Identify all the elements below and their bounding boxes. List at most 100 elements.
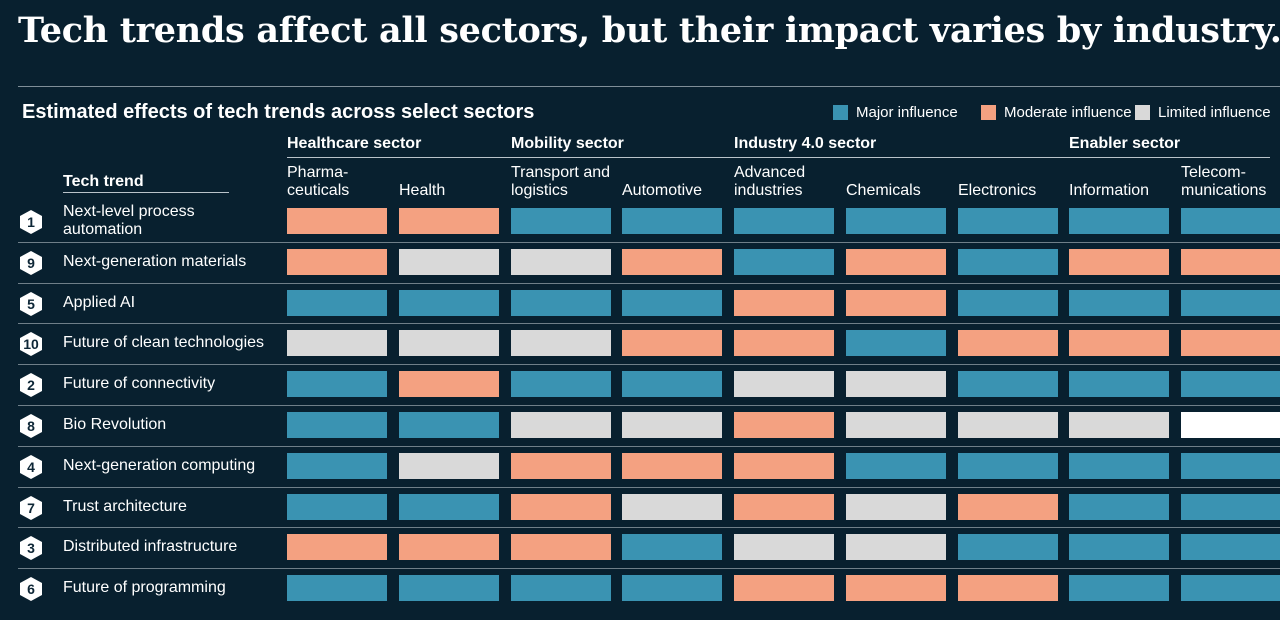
column-header-telecom-munications: Telecom-munications (1181, 164, 1267, 199)
cell-major (287, 494, 387, 520)
column-header-health: Health (399, 182, 446, 199)
trend-number: 1 (27, 214, 35, 230)
cell-major (399, 575, 499, 601)
trend-number: 3 (27, 540, 35, 556)
cell-limited (734, 534, 834, 560)
cell-major (1069, 534, 1169, 560)
trend-number-badge: 3 (18, 535, 44, 561)
limited-swatch (1135, 105, 1150, 120)
sector-enabler-sector: Enabler sector (1069, 135, 1181, 152)
cell-major (846, 453, 946, 479)
cell-limited (399, 453, 499, 479)
cell-moderate (287, 534, 387, 560)
cell-major (511, 371, 611, 397)
trend-number: 2 (27, 377, 35, 393)
sector-industry-4-0-sector: Industry 4.0 sector (734, 135, 877, 152)
trend-number: 8 (27, 418, 35, 434)
column-header-pharma-ceuticals: Pharma-ceuticals (287, 164, 350, 199)
legend-major-label: Major influence (856, 104, 958, 121)
cell-major (511, 290, 611, 316)
trend-label-future-of-connectivity: Future of connectivity (63, 375, 216, 392)
top-divider (18, 86, 1280, 87)
cell-major (958, 290, 1058, 316)
cell-limited (399, 330, 499, 356)
cell-major (958, 371, 1058, 397)
cell-major (1069, 208, 1169, 234)
cell-major (958, 534, 1058, 560)
cell-major (399, 290, 499, 316)
cell-moderate (734, 290, 834, 316)
trend-number-badge: 10 (18, 331, 44, 357)
cell-moderate (287, 208, 387, 234)
cell-major (287, 371, 387, 397)
cell-limited (1069, 412, 1169, 438)
trend-number: 7 (27, 500, 35, 516)
trend-number-badge: 1 (18, 209, 44, 235)
row-divider (18, 487, 1280, 488)
cell-major (287, 290, 387, 316)
headline: Tech trends affect all sectors, but thei… (18, 10, 1280, 51)
cell-major (1181, 208, 1280, 234)
trend-number-badge: 8 (18, 413, 44, 439)
cell-moderate (846, 290, 946, 316)
cell-major (622, 208, 722, 234)
cell-limited (846, 371, 946, 397)
cell-major (287, 453, 387, 479)
cell-major (622, 534, 722, 560)
cell-moderate (622, 330, 722, 356)
cell-limited (287, 330, 387, 356)
cell-moderate (622, 453, 722, 479)
trend-label-trust-architecture: Trust architecture (63, 498, 187, 515)
cell-moderate (399, 371, 499, 397)
cell-major (1181, 290, 1280, 316)
cell-major (287, 575, 387, 601)
chart-title: Estimated effects of tech trends across … (22, 101, 535, 123)
cell-moderate (399, 208, 499, 234)
trend-number: 10 (23, 336, 39, 352)
cell-moderate (287, 249, 387, 275)
cell-major (1069, 371, 1169, 397)
cell-major (1069, 290, 1169, 316)
trend-number: 4 (27, 459, 35, 475)
row-divider (18, 323, 1280, 324)
cell-major (1181, 575, 1280, 601)
cell-limited (511, 330, 611, 356)
cell-limited (846, 494, 946, 520)
cell-moderate (1181, 249, 1280, 275)
cell-major (958, 249, 1058, 275)
cell-moderate (734, 494, 834, 520)
column-header-electronics: Electronics (958, 182, 1037, 199)
cell-major (511, 575, 611, 601)
cell-moderate (1069, 330, 1169, 356)
trend-number-badge: 7 (18, 495, 44, 521)
legend-limited-label: Limited influence (1158, 104, 1271, 121)
trend-label-bio-revolution: Bio Revolution (63, 416, 167, 433)
column-header-automotive: Automotive (622, 182, 703, 199)
cell-major (287, 412, 387, 438)
row-divider (18, 242, 1280, 243)
trend-number: 5 (27, 296, 35, 312)
sector-rule (511, 157, 735, 158)
cell-moderate (958, 330, 1058, 356)
cell-major (622, 290, 722, 316)
tech-trend-underline (63, 192, 229, 193)
column-header-transport-and-logistics: Transport and logistics (511, 164, 611, 199)
trend-number-badge: 6 (18, 576, 44, 602)
cell-limited (622, 494, 722, 520)
cell-moderate (958, 575, 1058, 601)
trend-label-next-generation-materials: Next-generation materials (63, 253, 247, 270)
row-divider (18, 364, 1280, 365)
trend-label-future-of-clean-technologies: Future of clean technologies (63, 334, 265, 351)
sector-rule (734, 157, 1070, 158)
cell-moderate (734, 575, 834, 601)
cell-moderate (511, 494, 611, 520)
cell-moderate (1069, 249, 1169, 275)
cell-moderate (1181, 330, 1280, 356)
cell-major (958, 453, 1058, 479)
cell-moderate (958, 494, 1058, 520)
trend-label-next-generation-computing: Next-generation computing (63, 457, 256, 474)
cell-major (958, 208, 1058, 234)
cell-major (1069, 453, 1169, 479)
trend-number-badge: 2 (18, 372, 44, 398)
cell-major (1181, 494, 1280, 520)
